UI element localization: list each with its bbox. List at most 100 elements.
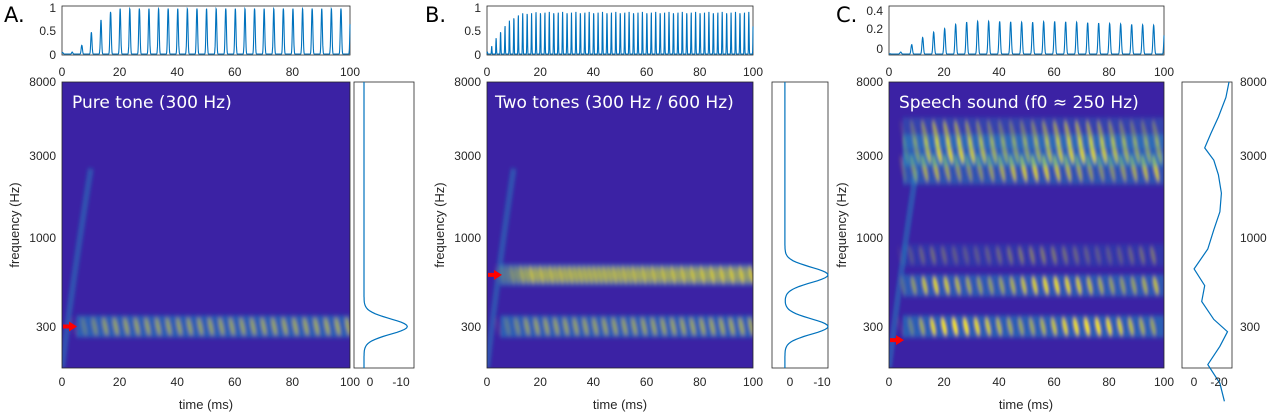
spectral-striation <box>1075 120 1083 147</box>
spectral-striation <box>1130 276 1137 295</box>
spectral-striation <box>587 265 594 285</box>
spectral-striation <box>592 265 599 285</box>
y-tick-label: 1000 <box>454 231 481 245</box>
spectral-striation <box>650 317 657 336</box>
spectral-striation <box>186 317 193 336</box>
x-axis-label: time (ms) <box>999 397 1053 412</box>
spectral-striation <box>543 317 550 336</box>
x-tick-label: 100 <box>743 65 763 79</box>
right-y-tick-label: 300 <box>1240 320 1260 334</box>
spectral-striation <box>954 120 962 147</box>
spectral-striation <box>144 317 151 336</box>
spectral-striation <box>1150 317 1156 336</box>
profile-line <box>363 82 408 368</box>
right-y-tick-label: 1000 <box>1240 231 1267 245</box>
spectral-striation <box>1051 317 1057 336</box>
spectral-striation <box>553 317 560 336</box>
spectral-striation <box>239 317 246 336</box>
spectral-striation <box>1130 120 1138 147</box>
y-tick-label: 3000 <box>29 149 56 163</box>
spectral-striation <box>1117 317 1123 336</box>
x-tick-label: 0 <box>59 65 66 79</box>
x-tick-label: 40 <box>587 65 601 79</box>
spectral-striation <box>963 246 969 265</box>
spectral-striation <box>504 265 511 285</box>
spectral-striation <box>1040 317 1046 336</box>
x-tick-label: 0 <box>484 375 491 389</box>
spectral-striation <box>1029 246 1035 265</box>
spectral-striation <box>597 265 603 285</box>
spectral-striation <box>976 120 984 147</box>
spectral-striation <box>908 317 914 336</box>
spectral-striation <box>1009 276 1016 295</box>
spectral-striation <box>728 265 735 285</box>
panel-title: Speech sound (f0 ≈ 250 Hz) <box>899 93 1139 113</box>
y-axis-label: frequency (Hz) <box>834 182 849 267</box>
spectral-striation <box>670 265 677 285</box>
spectral-striation <box>998 120 1006 147</box>
spectral-striation <box>528 265 535 285</box>
spectral-striation <box>292 317 299 336</box>
spectral-striation <box>1139 246 1145 265</box>
spectral-striation <box>1141 120 1149 147</box>
spectral-striation <box>1062 246 1068 265</box>
x-tick-label: 20 <box>534 65 548 79</box>
spectral-striation <box>271 317 278 336</box>
spectral-striation <box>660 265 667 285</box>
envelope-series <box>486 11 754 55</box>
profile-line <box>784 82 829 368</box>
spectral-striation <box>1152 276 1159 295</box>
y-tick-label: 1000 <box>29 231 56 245</box>
spectral-striation <box>1007 246 1013 265</box>
x-tick-label: 40 <box>992 375 1006 389</box>
x-tick-label: -20 <box>1210 375 1228 389</box>
spectral-striation <box>941 246 947 265</box>
y-tick-label: 3000 <box>856 149 883 163</box>
spectral-striation <box>921 276 928 295</box>
spectral-striation <box>582 265 589 285</box>
x-tick-label: 80 <box>693 375 707 389</box>
spectral-striation <box>954 276 961 295</box>
x-tick-label: 0 <box>886 65 893 79</box>
spectral-striation <box>650 265 657 285</box>
spectral-striation <box>899 155 907 182</box>
y-tick-label: 8000 <box>856 75 883 89</box>
right-y-tick-label: 3000 <box>1240 149 1267 163</box>
spectral-striation <box>689 317 696 336</box>
spectral-striation <box>1075 276 1082 295</box>
frequency-profile: 0 -10 <box>353 81 415 389</box>
x-tick-label: 0 <box>787 375 794 389</box>
x-tick-label: 60 <box>228 375 242 389</box>
spectral-striation <box>743 265 750 285</box>
spectral-striation <box>952 246 958 265</box>
spectral-striation <box>538 265 545 285</box>
spectral-striation <box>1018 317 1024 336</box>
spectral-striation <box>616 265 623 285</box>
spectral-striation <box>1139 317 1145 336</box>
x-tick-label: 20 <box>113 65 127 79</box>
x-tick-label: 60 <box>640 65 654 79</box>
spectral-striation <box>974 246 980 265</box>
y-tick-label: 300 <box>863 320 883 334</box>
spectral-striation <box>1152 120 1160 147</box>
spectral-striation <box>509 265 516 285</box>
spectral-striation <box>1095 246 1101 265</box>
spectral-striation <box>723 265 730 285</box>
spectral-striation <box>1064 120 1072 147</box>
spectral-striation <box>112 317 119 336</box>
spectral-striation <box>123 317 130 336</box>
envelope-line <box>889 19 1165 55</box>
spectral-striation <box>631 265 638 285</box>
spectral-striation <box>899 120 907 147</box>
spectral-striation <box>631 317 638 336</box>
spectral-striation <box>548 265 555 285</box>
spectral-striation <box>965 120 973 147</box>
spectral-striation <box>932 276 939 295</box>
spectral-striation <box>1051 246 1057 265</box>
spectral-striation <box>499 265 506 285</box>
x-tick-label: -10 <box>813 375 831 389</box>
x-tick-label: 80 <box>1102 65 1116 79</box>
spectral-striation <box>910 276 917 295</box>
spectral-striation <box>665 265 672 285</box>
x-tick-label: 40 <box>587 375 601 389</box>
